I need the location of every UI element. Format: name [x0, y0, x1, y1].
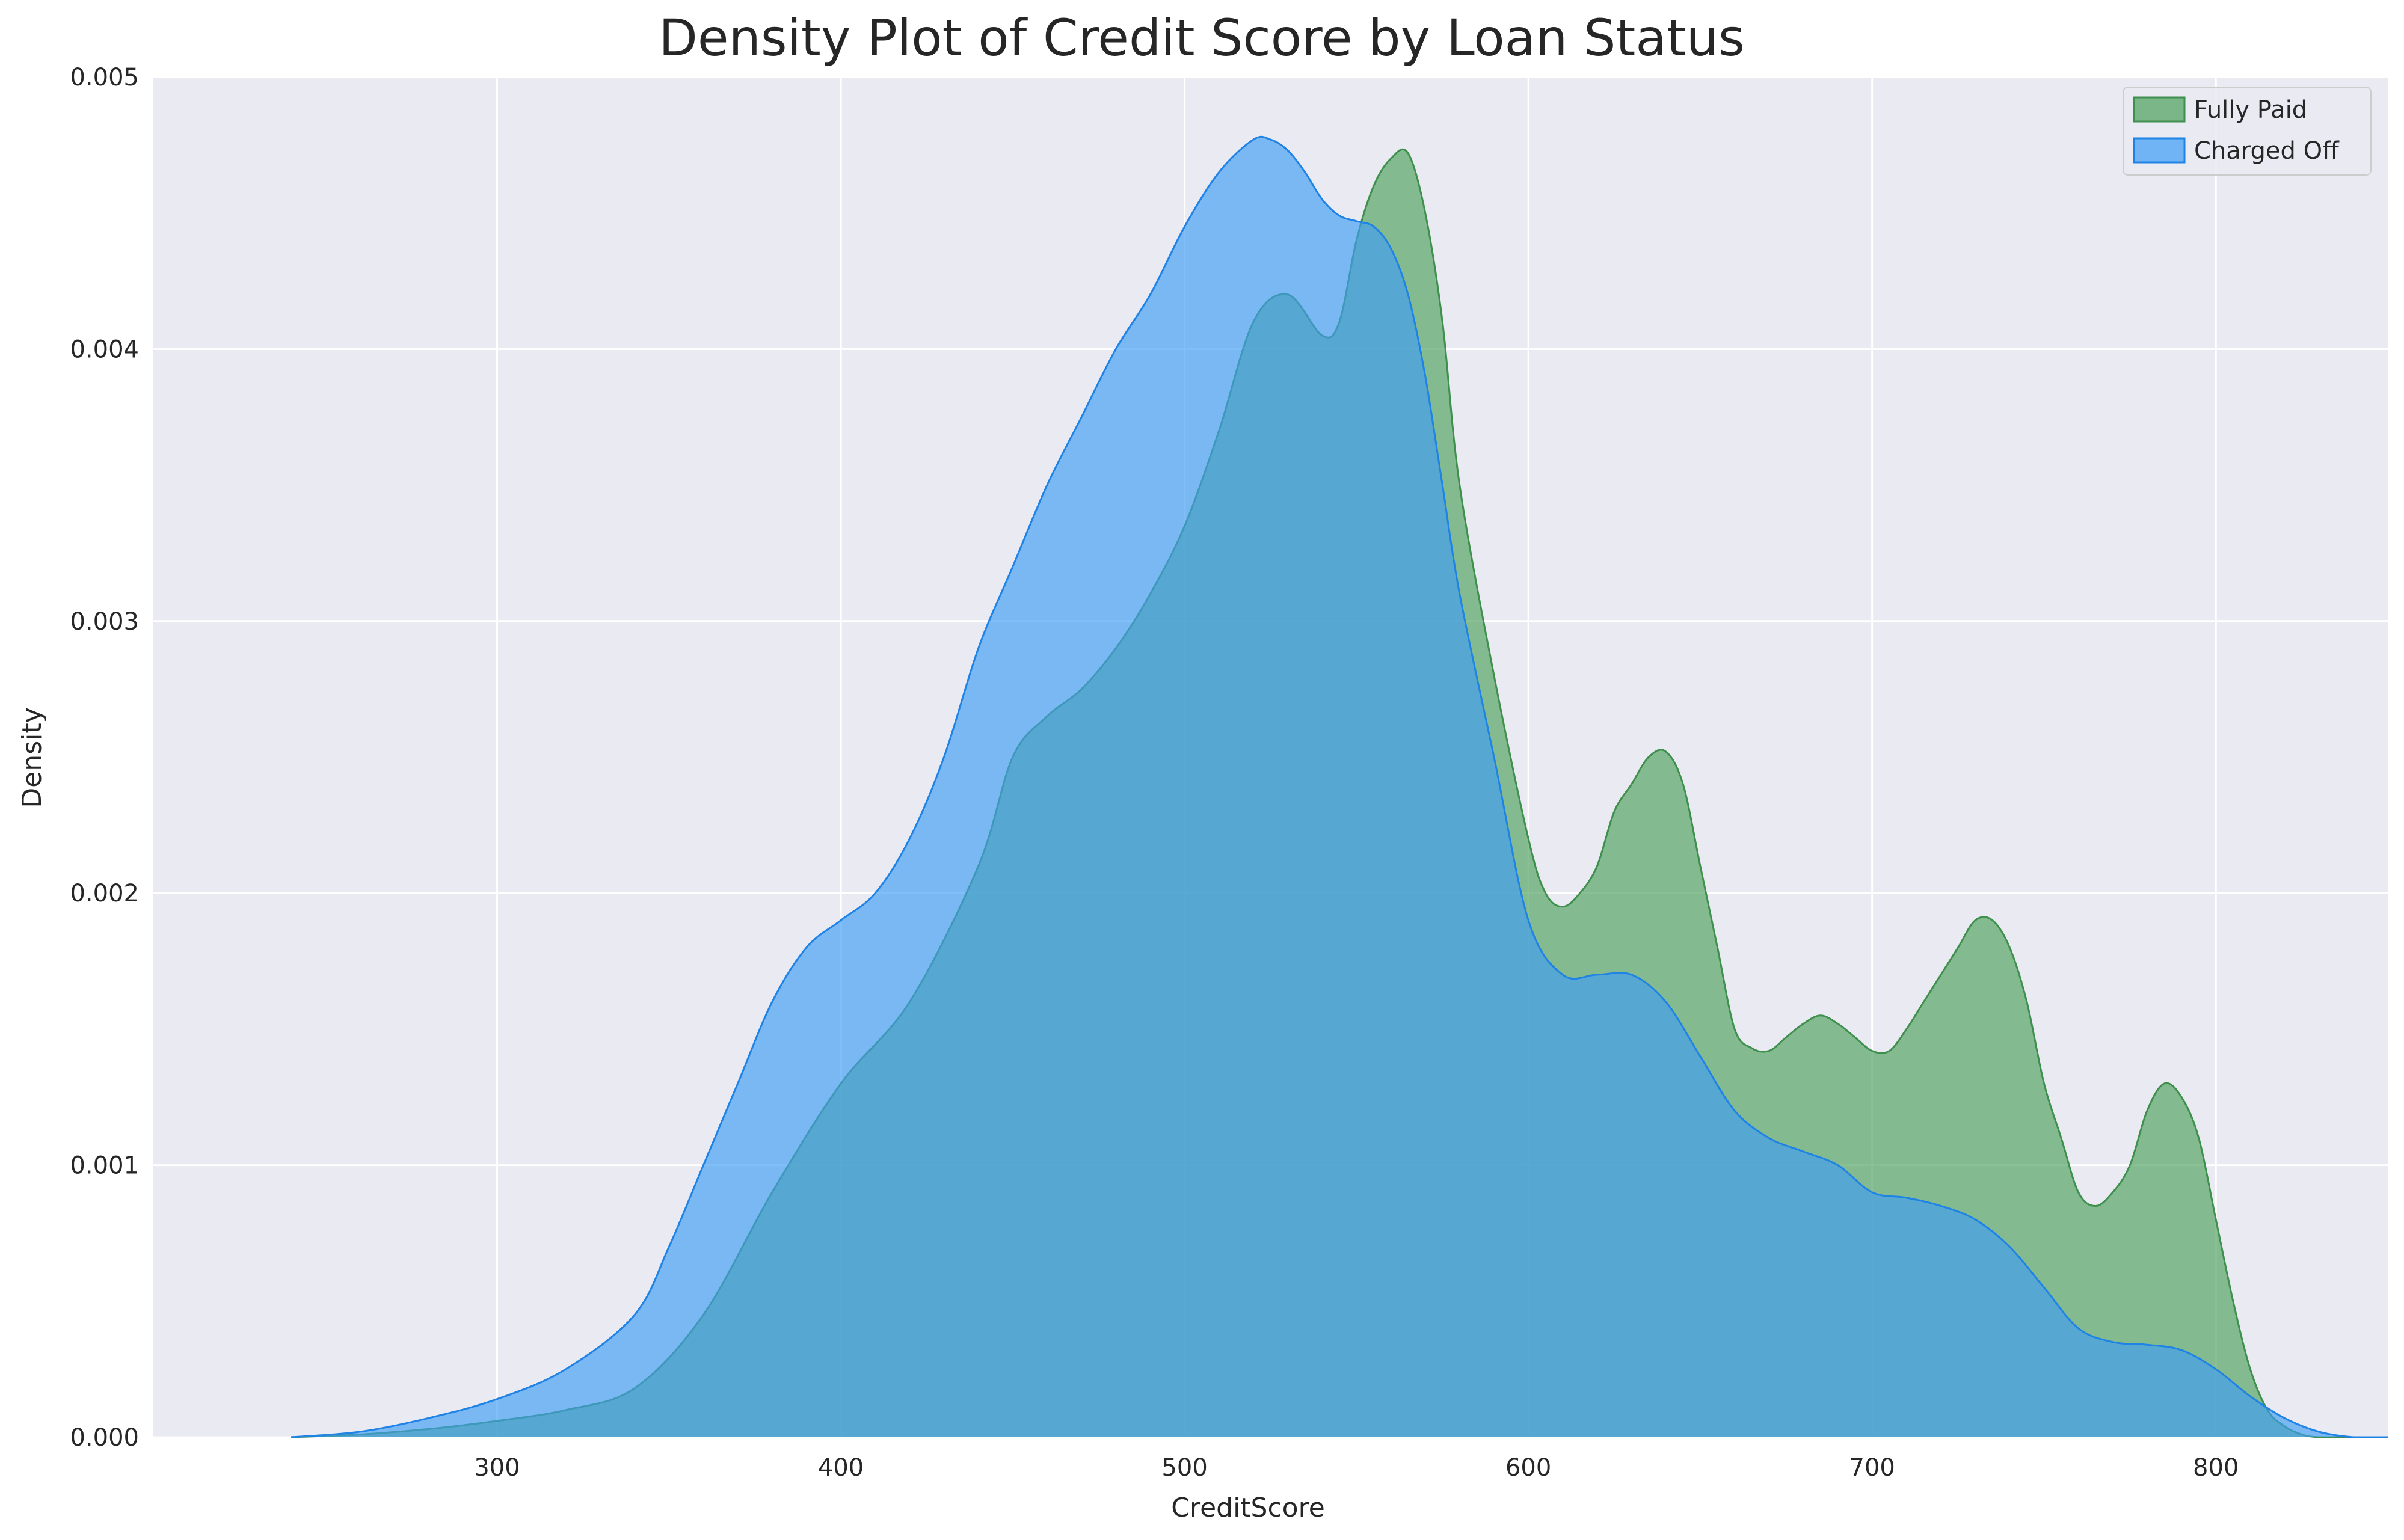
x-tick-label: 700: [1849, 1454, 1895, 1482]
y-tick-label: 0.003: [70, 608, 139, 636]
y-tick-label: 0.000: [70, 1424, 139, 1452]
legend-swatch-charged-off: [2133, 137, 2186, 164]
x-axis-label: CreditScore: [1171, 1492, 1325, 1523]
legend: Fully Paid Charged Off: [2123, 87, 2372, 176]
y-tick-label: 0.005: [70, 64, 139, 91]
x-tick-label: 600: [1505, 1454, 1551, 1482]
x-tick-label: 500: [1161, 1454, 1207, 1482]
chart-title: Density Plot of Credit Score by Loan Sta…: [659, 8, 1745, 67]
y-tick-label: 0.004: [70, 336, 139, 363]
legend-label-fully-paid: Fully Paid: [2194, 96, 2307, 124]
y-tick-label: 0.002: [70, 880, 139, 907]
density-line-charged-off: [291, 135, 2388, 1438]
legend-swatch-fully-paid: [2133, 96, 2186, 123]
x-tick-labels: 300 400 500 600 700 800: [474, 1454, 2239, 1482]
y-tick-label: 0.001: [70, 1152, 139, 1180]
y-axis-label: Density: [17, 707, 48, 808]
x-tick-label: 300: [474, 1454, 520, 1482]
x-tick-label: 800: [2193, 1454, 2239, 1482]
legend-label-charged-off: Charged Off: [2194, 137, 2340, 165]
y-tick-labels: 0.000 0.001 0.002 0.003 0.004 0.005: [70, 64, 139, 1452]
density-area-charged-off: [291, 137, 2388, 1437]
series-areas: [291, 135, 2388, 1438]
x-tick-label: 400: [818, 1454, 864, 1482]
